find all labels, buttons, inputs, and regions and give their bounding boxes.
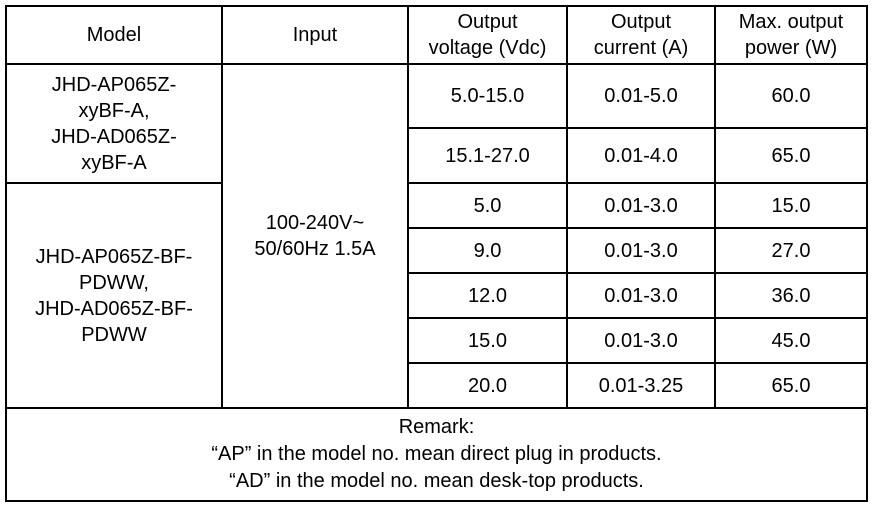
model-line: xyBF-A,: [78, 99, 150, 122]
remark-line-ap: “AP” in the model no. mean direct plug i…: [211, 443, 662, 466]
header-row: Model Input Output voltage (Vdc) Output …: [5, 5, 868, 65]
remark-title: Remark:: [398, 416, 475, 439]
cell-output-voltage: 9.0: [407, 227, 568, 274]
model-line: PDWW: [81, 323, 147, 346]
cell-output-current: 0.01-3.0: [566, 227, 716, 274]
cell-max-output-power: 15.0: [714, 182, 868, 229]
column-header-output-voltage: Output voltage (Vdc): [407, 5, 568, 65]
cell-output-current: 0.01-3.0: [566, 317, 716, 364]
table-row: 20.0 0.01-3.25 65.0: [6, 362, 868, 409]
column-header-output-current-line1: Output: [610, 11, 672, 33]
column-header-output-current: Output current (A): [566, 5, 716, 65]
table-header: Model Input Output voltage (Vdc) Output …: [5, 5, 868, 65]
model-line: JHD-AD065Z-: [51, 125, 177, 148]
cell-max-output-power: 27.0: [714, 227, 868, 274]
table-row: 12.0 0.01-3.0 36.0: [6, 272, 868, 319]
cell-output-voltage: 15.0: [407, 317, 568, 364]
column-header-input: Input: [221, 5, 409, 65]
cell-max-output-power: 60.0: [714, 63, 868, 129]
column-header-max-output-power: Max. output power (W): [714, 5, 868, 65]
power-specification-table: Model Input Output voltage (Vdc) Output …: [5, 5, 868, 502]
table-row: 9.0 0.01-3.0 27.0: [6, 227, 868, 274]
model-group-cell-2: JHD-AP065Z-BF- PDWW, JHD-AD065Z-BF- PDWW: [5, 182, 223, 409]
cell-max-output-power: 65.0: [714, 362, 868, 409]
cell-max-output-power: 45.0: [714, 317, 868, 364]
column-header-output-voltage-line1: Output: [457, 11, 518, 33]
cell-output-current: 0.01-3.0: [566, 182, 716, 229]
cell-output-voltage: 5.0: [407, 182, 568, 229]
model-line: PDWW,: [79, 271, 149, 294]
cell-output-current: 0.01-5.0: [566, 63, 716, 129]
column-header-max-output-power-line2: power (W): [744, 37, 838, 59]
cell-max-output-power: 65.0: [714, 127, 868, 184]
column-header-model-label: Model: [86, 24, 142, 46]
column-header-input-label: Input: [292, 24, 338, 46]
table-row: JHD-AP065Z-BF- PDWW, JHD-AD065Z-BF- PDWW…: [5, 182, 868, 409]
cell-output-voltage: 15.1-27.0: [407, 127, 568, 184]
model-group-cell-1: JHD-AP065Z- xyBF-A, JHD-AD065Z- xyBF-A: [5, 63, 223, 184]
remark-line-ad: “AD” in the model no. mean desk-top prod…: [229, 469, 644, 492]
model-line: xyBF-A: [81, 151, 147, 174]
specification-table-container: Model Input Output voltage (Vdc) Output …: [5, 5, 868, 502]
model-line: JHD-AP065Z-BF-: [35, 245, 193, 268]
table-row: 15.0 0.01-3.0 45.0: [6, 317, 868, 364]
cell-output-voltage: 12.0: [407, 272, 568, 319]
model-line: JHD-AD065Z-BF-: [35, 297, 193, 320]
column-header-output-voltage-line2: voltage (Vdc): [428, 37, 547, 59]
cell-max-output-power: 36.0: [714, 272, 868, 319]
table-row: JHD-AP065Z- xyBF-A, JHD-AD065Z- xyBF-A 1…: [5, 63, 868, 409]
input-spec-cell: 100-240V~ 50/60Hz 1.5A: [221, 63, 409, 409]
column-header-max-output-power-line1: Max. output: [738, 11, 844, 33]
cell-output-current: 0.01-3.0: [566, 272, 716, 319]
column-header-output-current-line2: current (A): [593, 37, 689, 59]
cell-output-voltage: 5.0-15.0: [407, 63, 568, 129]
table-body: JHD-AP065Z- xyBF-A, JHD-AD065Z- xyBF-A 1…: [5, 63, 868, 502]
input-line: 50/60Hz 1.5A: [254, 238, 376, 260]
cell-output-voltage: 20.0: [407, 362, 568, 409]
input-line: 100-240V~: [265, 212, 365, 234]
model-line: JHD-AP065Z-: [51, 73, 177, 96]
table-row: 15.1-27.0 0.01-4.0 65.0: [6, 127, 868, 184]
cell-output-current: 0.01-4.0: [566, 127, 716, 184]
remark-cell: Remark: “AP” in the model no. mean direc…: [5, 407, 868, 502]
remark-row: Remark: “AP” in the model no. mean direc…: [5, 407, 868, 502]
column-header-model: Model: [5, 5, 223, 65]
cell-output-current: 0.01-3.25: [566, 362, 716, 409]
